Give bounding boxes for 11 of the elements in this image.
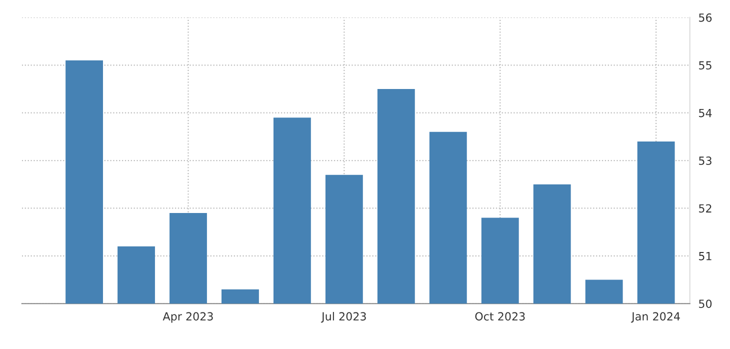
y-tick-label: 50 [699,300,712,308]
y-tick-label: 53 [699,156,712,165]
x-tick-label: Jan 2024 [631,312,680,323]
x-tick-label: Oct 2023 [475,312,525,321]
x-tick-label: Jul 2023 [320,312,366,323]
x-tick-label: Apr 2023 [162,312,213,323]
y-tick-label: 52 [699,204,712,213]
y-tick-label: 54 [699,108,712,118]
y-tick-label: 51 [699,252,712,260]
y-tick-label: 55 [699,61,712,70]
y-tick-label: 56 [699,13,712,22]
